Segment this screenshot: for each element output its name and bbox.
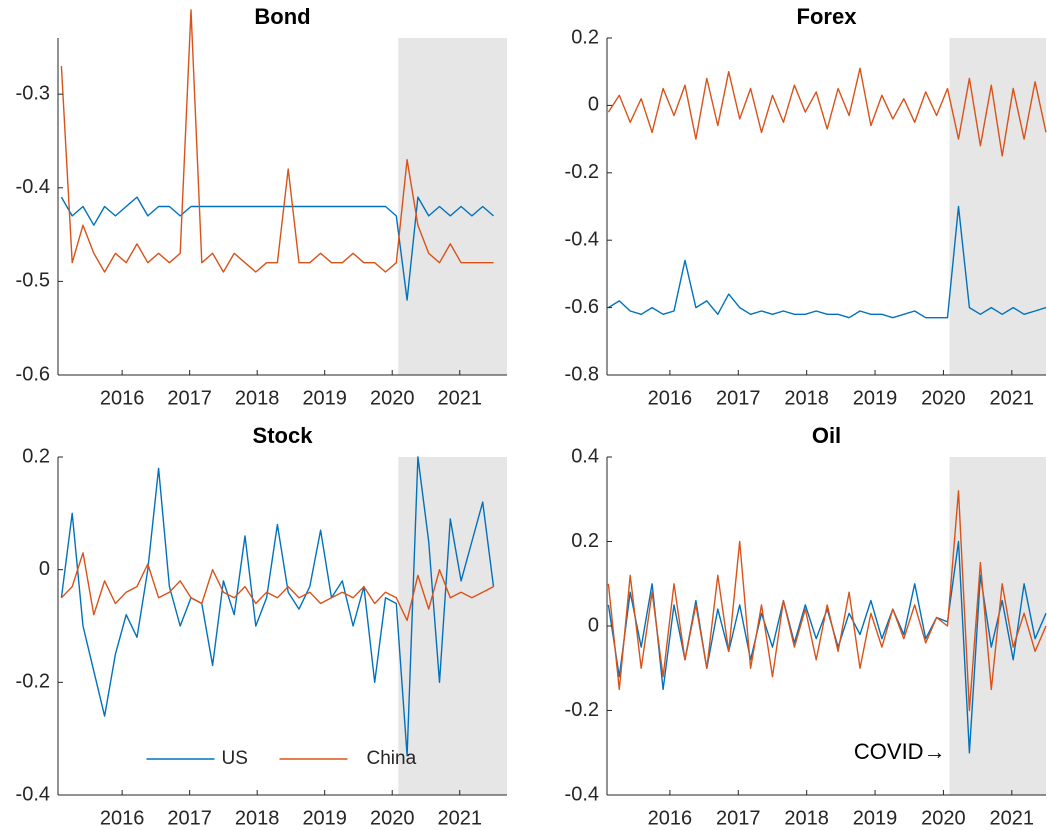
panel: Bond -0.6 -0.5 -0.4 -0.3 2016 2017 2018 2019 2020… xyxy=(16,4,507,409)
y-tick-label: -0.4 xyxy=(565,228,599,250)
x-tick-label: 2017 xyxy=(716,387,761,409)
x-tick-label: 2021 xyxy=(437,387,482,409)
x-tick-label: 2016 xyxy=(648,807,693,829)
x-tick-label: 2019 xyxy=(302,807,347,829)
y-tick-label: -0.3 xyxy=(16,82,50,104)
series-line xyxy=(607,67,1047,157)
x-tick-label: 2021 xyxy=(437,807,482,829)
x-tick-label: 2017 xyxy=(716,807,761,829)
y-tick-label: -0.6 xyxy=(565,296,599,318)
y-tick-label: -0.4 xyxy=(16,783,50,805)
series-line xyxy=(607,540,1047,754)
x-tick-label: 2019 xyxy=(302,387,347,409)
panel-title: Oil xyxy=(812,423,841,448)
y-tick-label: 0 xyxy=(588,94,599,116)
x-tick-label: 2016 xyxy=(100,807,145,829)
x-tick-label: 2018 xyxy=(235,387,280,409)
legend-label: US xyxy=(222,748,248,769)
y-tick-label: 0.4 xyxy=(571,445,599,467)
x-tick-label: 2018 xyxy=(235,807,280,829)
y-tick-label: 0 xyxy=(588,614,599,636)
covid-shade xyxy=(949,38,1046,375)
x-tick-label: 2017 xyxy=(167,807,212,829)
x-tick-label: 2021 xyxy=(990,387,1035,409)
y-tick-label: -0.5 xyxy=(16,270,50,292)
legend-label: China xyxy=(367,748,417,769)
y-tick-label: 0.2 xyxy=(571,26,599,48)
y-tick-label: -0.4 xyxy=(565,783,599,805)
annotation: COVID→ xyxy=(854,739,946,764)
y-tick-label: -0.2 xyxy=(565,699,599,721)
x-tick-label: 2020 xyxy=(370,807,415,829)
x-tick-label: 2018 xyxy=(784,387,829,409)
panel-title: Bond xyxy=(254,4,310,29)
y-tick-label: -0.4 xyxy=(16,176,50,198)
panel-title: Stock xyxy=(253,423,314,448)
panel: Oil -0.4 -0.2 0 0.2 0.4 2016 2017 2018 2019 2020 20… xyxy=(565,423,1047,829)
x-tick-label: 2019 xyxy=(853,387,898,409)
panel: Stock -0.4 -0.2 0 0.2 2016 2017 2018 2019 2020 202… xyxy=(16,423,507,829)
panel: Forex -0.8 -0.6 -0.4 -0.2 0 0.2 2016 2017 2018 201… xyxy=(565,4,1047,409)
x-tick-label: 2020 xyxy=(370,387,415,409)
y-tick-label: -0.6 xyxy=(16,363,50,385)
x-tick-label: 2020 xyxy=(921,807,966,829)
y-tick-label: -0.2 xyxy=(16,671,50,693)
panel-title: Forex xyxy=(797,4,858,29)
x-tick-label: 2018 xyxy=(784,807,829,829)
x-tick-label: 2019 xyxy=(853,807,898,829)
x-tick-label: 2020 xyxy=(921,387,966,409)
x-tick-label: 2017 xyxy=(167,387,212,409)
y-tick-label: -0.2 xyxy=(565,161,599,183)
x-tick-label: 2021 xyxy=(990,807,1035,829)
y-tick-label: 0.2 xyxy=(22,445,50,467)
x-tick-label: 2016 xyxy=(648,387,693,409)
series-line xyxy=(607,490,1047,712)
series-line xyxy=(60,9,494,273)
x-tick-label: 2016 xyxy=(100,387,145,409)
series-line xyxy=(60,552,494,622)
y-tick-label: -0.8 xyxy=(565,363,599,385)
y-tick-label: 0 xyxy=(39,558,50,580)
series-line xyxy=(60,456,495,757)
covid-shade xyxy=(398,457,507,795)
series-line xyxy=(60,196,494,301)
y-tick-label: 0.2 xyxy=(571,530,599,552)
series-line xyxy=(608,205,1047,319)
